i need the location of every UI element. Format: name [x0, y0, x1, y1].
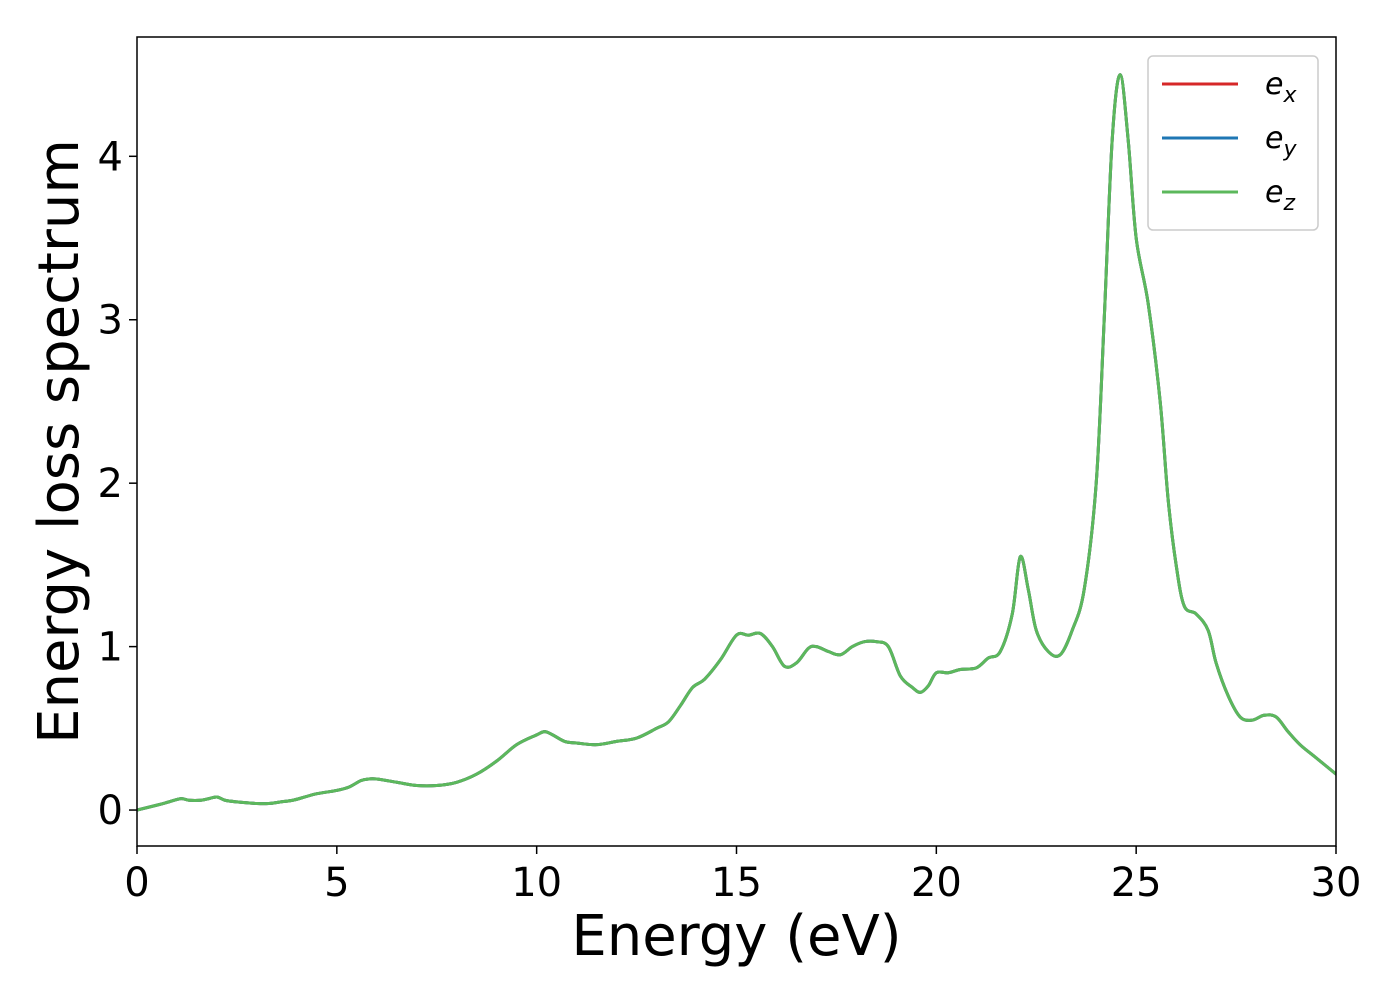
- x-tick-label: 25: [1111, 860, 1162, 906]
- y-tick-label: 4: [98, 134, 123, 180]
- legend-box: [1147, 55, 1319, 231]
- x-tick-label: 30: [1311, 860, 1362, 906]
- legend-label-main: e: [1265, 175, 1283, 210]
- legend-label-subscript: z: [1282, 191, 1295, 216]
- legend-label-main: e: [1265, 121, 1283, 156]
- y-tick-label: 2: [98, 461, 123, 507]
- series-line-e-z: [137, 73, 1336, 812]
- x-tick-label: 10: [511, 860, 562, 906]
- x-axis: 0 5 10 15 20 25 30: [124, 846, 1361, 906]
- series-group: [137, 73, 1336, 812]
- x-tick-label: 15: [711, 860, 762, 906]
- legend-label-e-x: ex: [1265, 67, 1297, 108]
- y-axis: 0 1 2 3 4: [98, 134, 137, 834]
- x-tick-label: 5: [324, 860, 349, 906]
- x-tick-label: 0: [124, 860, 149, 906]
- legend-label-main: e: [1265, 67, 1283, 102]
- x-tick-label: 20: [911, 860, 962, 906]
- legend-label-subscript: y: [1282, 137, 1297, 162]
- y-tick-label: 3: [98, 298, 123, 344]
- legend-label-e-y: ey: [1265, 121, 1297, 162]
- x-axis-label: Energy (eV): [571, 904, 901, 969]
- y-tick-label: 1: [98, 625, 123, 671]
- y-tick-label: 0: [98, 788, 123, 834]
- y-axis-label: Energy loss spectrum: [27, 139, 92, 744]
- legend-label-e-z: ez: [1265, 175, 1295, 216]
- legend-label-subscript: x: [1282, 83, 1297, 108]
